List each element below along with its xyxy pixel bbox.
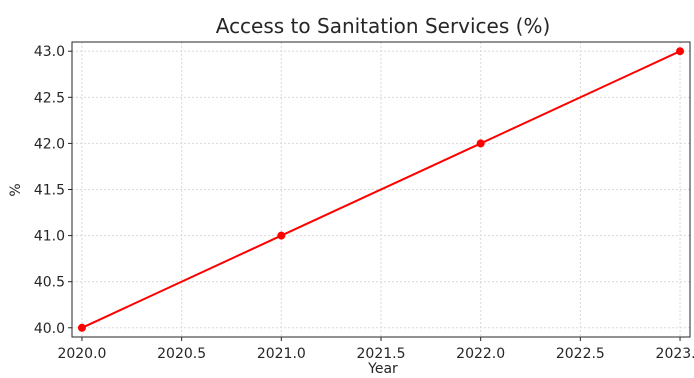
y-tick-label: 40.0 xyxy=(34,321,65,337)
data-point xyxy=(277,231,286,240)
axes xyxy=(68,41,691,341)
y-tick-label: 42.5 xyxy=(34,90,65,106)
series-line xyxy=(81,50,681,329)
chart-title: Access to Sanitation Services (%) xyxy=(216,14,551,38)
tick-labels: 2020.0 2020.5 2021.0 2021.5 2022.0 2022.5 2023… xyxy=(34,44,694,362)
x-tick-label: 2022.0 xyxy=(456,346,505,362)
y-axis-label: % xyxy=(8,183,24,196)
y-tick-label: 40.5 xyxy=(34,275,65,291)
y-tick-label: 41.0 xyxy=(34,229,65,245)
x-tick-label: 2023.0 xyxy=(656,346,694,362)
x-tick-label: 2021.0 xyxy=(257,346,306,362)
x-axis-label: Year xyxy=(367,361,398,377)
data-point xyxy=(476,139,485,148)
x-tick-label: 2021.5 xyxy=(357,346,406,362)
x-tick-label: 2020.0 xyxy=(57,346,106,362)
x-tick-label: 2022.5 xyxy=(556,346,605,362)
y-tick-label: 43.0 xyxy=(34,44,65,60)
data-point xyxy=(77,323,86,332)
y-tick-label: 42.0 xyxy=(34,136,65,152)
x-tick-label: 2020.5 xyxy=(157,346,206,362)
y-tick-label: 41.5 xyxy=(34,183,65,199)
series-layer xyxy=(77,47,685,332)
data-point xyxy=(676,47,685,56)
